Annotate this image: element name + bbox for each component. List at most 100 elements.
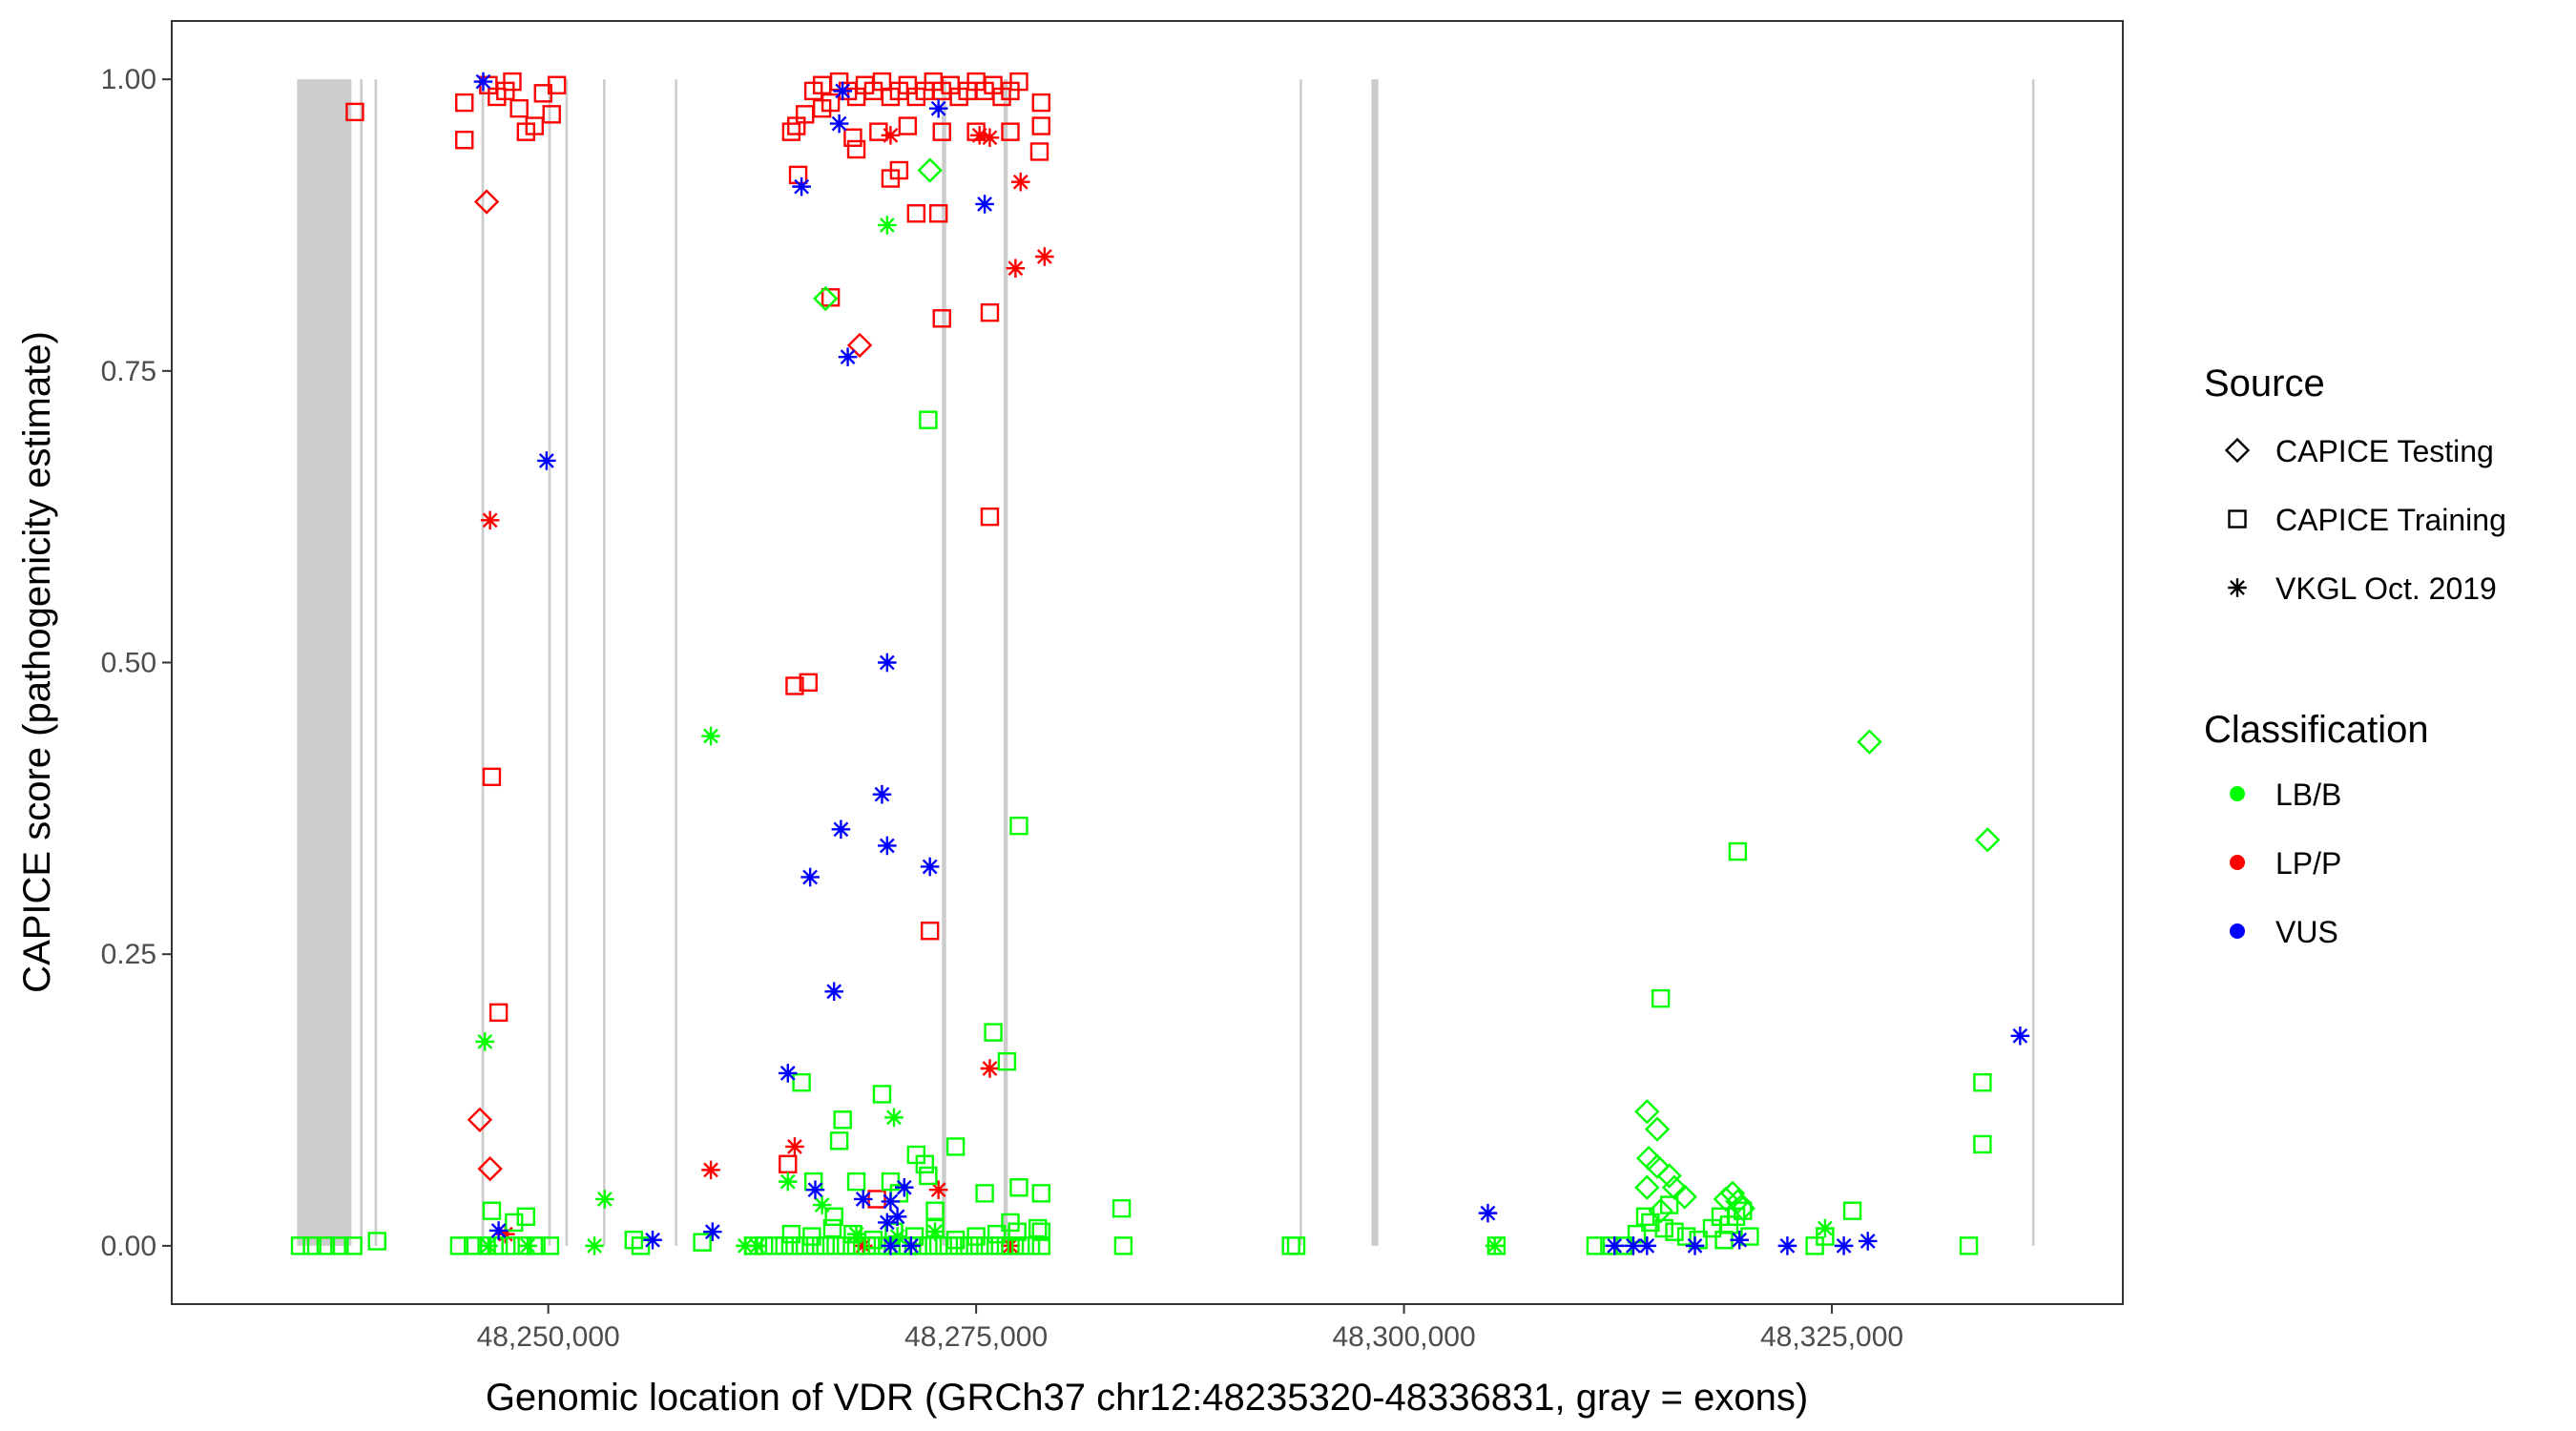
- data-point: [984, 1023, 1003, 1042]
- data-point: [829, 1131, 849, 1151]
- data-point: [975, 195, 994, 214]
- data-point: [1634, 1099, 1660, 1125]
- data-point: [1586, 1236, 1606, 1255]
- legend-key-dot: [2230, 923, 2245, 939]
- data-point: [1029, 142, 1049, 161]
- data-point: [736, 1236, 755, 1255]
- data-point: [779, 1172, 798, 1192]
- data-point: [970, 1236, 989, 1255]
- data-point: [878, 1213, 897, 1233]
- data-point: [1028, 1218, 1048, 1238]
- data-point: [837, 1236, 856, 1255]
- data-point: [1973, 1134, 1992, 1154]
- data-point: [881, 1192, 901, 1212]
- data-point: [846, 1172, 866, 1192]
- data-point: [503, 72, 522, 92]
- data-point: [1035, 247, 1054, 266]
- data-point: [792, 1072, 811, 1092]
- data-point: [833, 81, 852, 101]
- data-point: [701, 1160, 720, 1180]
- data-point: [701, 726, 720, 746]
- data-point: [925, 1201, 945, 1220]
- data-point: [857, 1236, 877, 1255]
- data-point: [919, 1166, 938, 1186]
- x-tick-label: 48,275,000: [904, 1321, 1048, 1353]
- data-point: [843, 128, 862, 147]
- data-point: [1648, 1198, 1673, 1224]
- data-point: [887, 1207, 907, 1227]
- data-point: [792, 176, 811, 197]
- data-point: [779, 1064, 798, 1083]
- data-point: [824, 982, 843, 1002]
- data-point: [479, 1236, 498, 1255]
- y-tick-label: 0.00: [101, 1231, 156, 1262]
- data-point: [928, 204, 948, 223]
- data-point: [878, 653, 897, 673]
- data-point: [316, 1236, 336, 1255]
- data-point: [518, 1236, 537, 1255]
- data-point: [1008, 1222, 1027, 1241]
- data-point: [1001, 1213, 1020, 1233]
- data-point: [1031, 1222, 1050, 1241]
- data-point: [920, 857, 940, 877]
- data-point: [330, 1236, 349, 1255]
- data-point: [831, 819, 851, 840]
- data-point: [1605, 1236, 1624, 1255]
- data-point: [496, 81, 515, 101]
- exon-band: [1299, 79, 1302, 1246]
- data-point: [693, 1233, 712, 1252]
- legend: Source CAPICE Testing CAPICE Training VKGL…: [2204, 363, 2506, 949]
- data-point: [796, 1236, 815, 1255]
- data-point: [846, 1224, 866, 1244]
- data-point: [537, 451, 556, 470]
- data-point: [1011, 1236, 1030, 1255]
- data-point: [1777, 1236, 1797, 1255]
- data-point: [1478, 1203, 1498, 1223]
- data-point: [812, 1195, 832, 1214]
- data-point: [585, 1236, 604, 1255]
- legend-source-label: CAPICE Testing: [2275, 434, 2494, 468]
- data-point: [1651, 988, 1671, 1008]
- data-point: [781, 1224, 801, 1244]
- data-point: [997, 1051, 1017, 1071]
- data-point: [1719, 1180, 1746, 1207]
- data-point: [898, 116, 918, 135]
- data-point: [1485, 1236, 1505, 1255]
- data-point: [1975, 827, 2001, 853]
- data-point: [902, 1236, 921, 1255]
- data-point: [1001, 1236, 1020, 1255]
- exon-band: [675, 79, 677, 1246]
- data-point: [1031, 1236, 1050, 1255]
- data-point: [781, 122, 801, 141]
- data-points: [290, 72, 2030, 1255]
- data-point: [812, 99, 832, 118]
- legend-key-dot: [2230, 855, 2245, 870]
- data-point: [906, 204, 926, 223]
- data-point: [540, 1236, 560, 1255]
- plot-panel: [172, 21, 2123, 1304]
- data-point: [990, 1236, 1009, 1255]
- y-tick-label: 0.50: [101, 648, 156, 679]
- legend-source-label: CAPICE Training: [2275, 503, 2506, 537]
- data-point: [881, 126, 901, 145]
- data-point: [1834, 1236, 1854, 1255]
- data-point: [1031, 93, 1050, 113]
- x-axis-title: Genomic location of VDR (GRCh37 chr12:48…: [486, 1377, 1808, 1419]
- data-point: [813, 285, 839, 312]
- legend-source-title: Source: [2204, 363, 2325, 404]
- data-point: [367, 1232, 386, 1251]
- data-point: [455, 93, 474, 113]
- exon-bands: [297, 79, 2035, 1246]
- data-point: [1665, 1222, 1684, 1241]
- data-point: [1959, 1236, 1979, 1255]
- data-point: [1676, 1227, 1696, 1246]
- exon-band: [374, 79, 378, 1246]
- y-axis-title: CAPICE score (pathogenicity estimate): [16, 331, 58, 993]
- legend-class-items: LB/B LP/P VUS: [2230, 778, 2341, 949]
- data-point: [932, 309, 951, 328]
- data-point: [980, 302, 1000, 322]
- data-point: [482, 1201, 502, 1220]
- data-point: [488, 1221, 509, 1240]
- data-point: [1001, 122, 1020, 141]
- data-point: [547, 75, 567, 94]
